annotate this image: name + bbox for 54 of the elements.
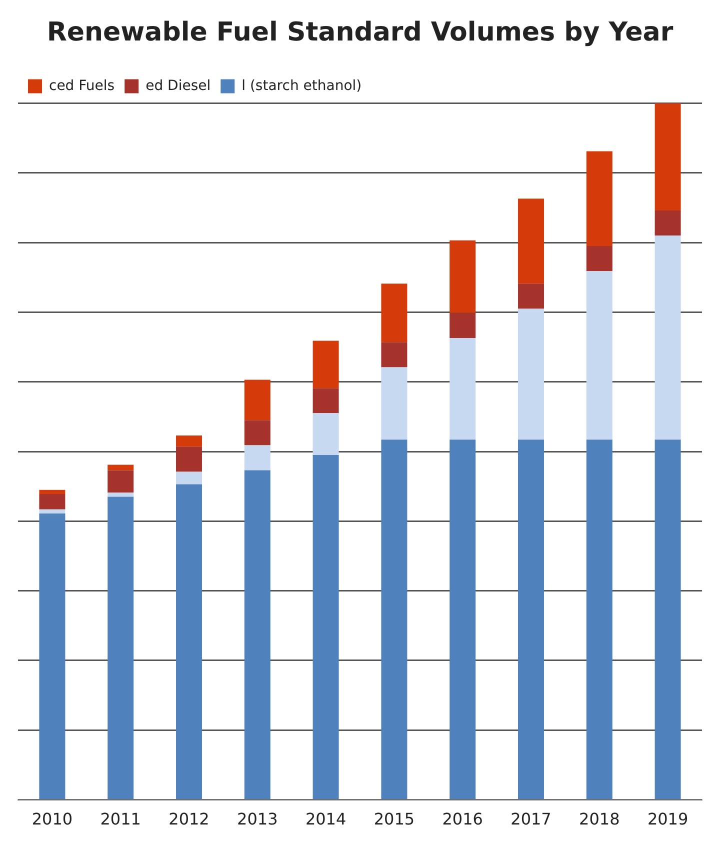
bar: [39, 509, 66, 514]
bar: [244, 470, 270, 800]
bar: [381, 367, 408, 440]
bar: [381, 284, 408, 342]
bar: [39, 513, 66, 800]
x-tick-label: 2015: [374, 810, 415, 829]
legend-label: ced Fuels: [49, 78, 115, 94]
bar: [39, 494, 66, 510]
bar: [244, 445, 270, 470]
legend-label: ed Diesel: [146, 78, 211, 94]
bar: [586, 151, 612, 246]
bar: [518, 284, 544, 309]
x-tick-label: 2010: [32, 810, 73, 829]
bar: [518, 198, 544, 284]
bar: [450, 240, 476, 313]
x-tick-label: 2011: [100, 810, 141, 829]
legend-label: l (starch ethanol): [242, 78, 362, 94]
bar: [381, 342, 408, 368]
x-tick-label: 2016: [442, 810, 483, 829]
bar: [108, 496, 134, 800]
bar: [518, 440, 544, 800]
chart-title: Renewable Fuel Standard Volumes by Year: [46, 17, 674, 48]
bar: [108, 492, 134, 497]
bar: [450, 338, 476, 440]
x-tick-label: 2019: [647, 810, 688, 829]
x-tick-label: 2018: [579, 810, 620, 829]
bar: [654, 440, 681, 800]
bar: [176, 435, 202, 447]
bar: [654, 103, 681, 210]
bar: [450, 440, 476, 800]
bar: [108, 464, 134, 470]
bar: [312, 454, 339, 800]
bar: [176, 484, 202, 800]
bar: [518, 308, 544, 440]
bar: [176, 446, 202, 472]
bar: [312, 388, 339, 414]
x-tick-label: 2013: [237, 810, 278, 829]
x-tick-label: 2017: [510, 810, 552, 829]
x-tick-label: 2014: [305, 810, 346, 829]
bar: [39, 490, 66, 494]
bar: [244, 420, 270, 446]
bar: [450, 312, 476, 338]
bar: [312, 413, 339, 455]
bar: [586, 246, 612, 272]
bar: [586, 440, 612, 800]
bar: [244, 380, 270, 420]
bar: [586, 271, 612, 440]
x-tick-label: 2012: [168, 810, 210, 829]
bar: [176, 472, 202, 484]
bar: [312, 340, 339, 388]
bar: [108, 470, 134, 493]
bar: [654, 210, 681, 236]
bar: [654, 236, 681, 440]
bar: [381, 440, 408, 800]
